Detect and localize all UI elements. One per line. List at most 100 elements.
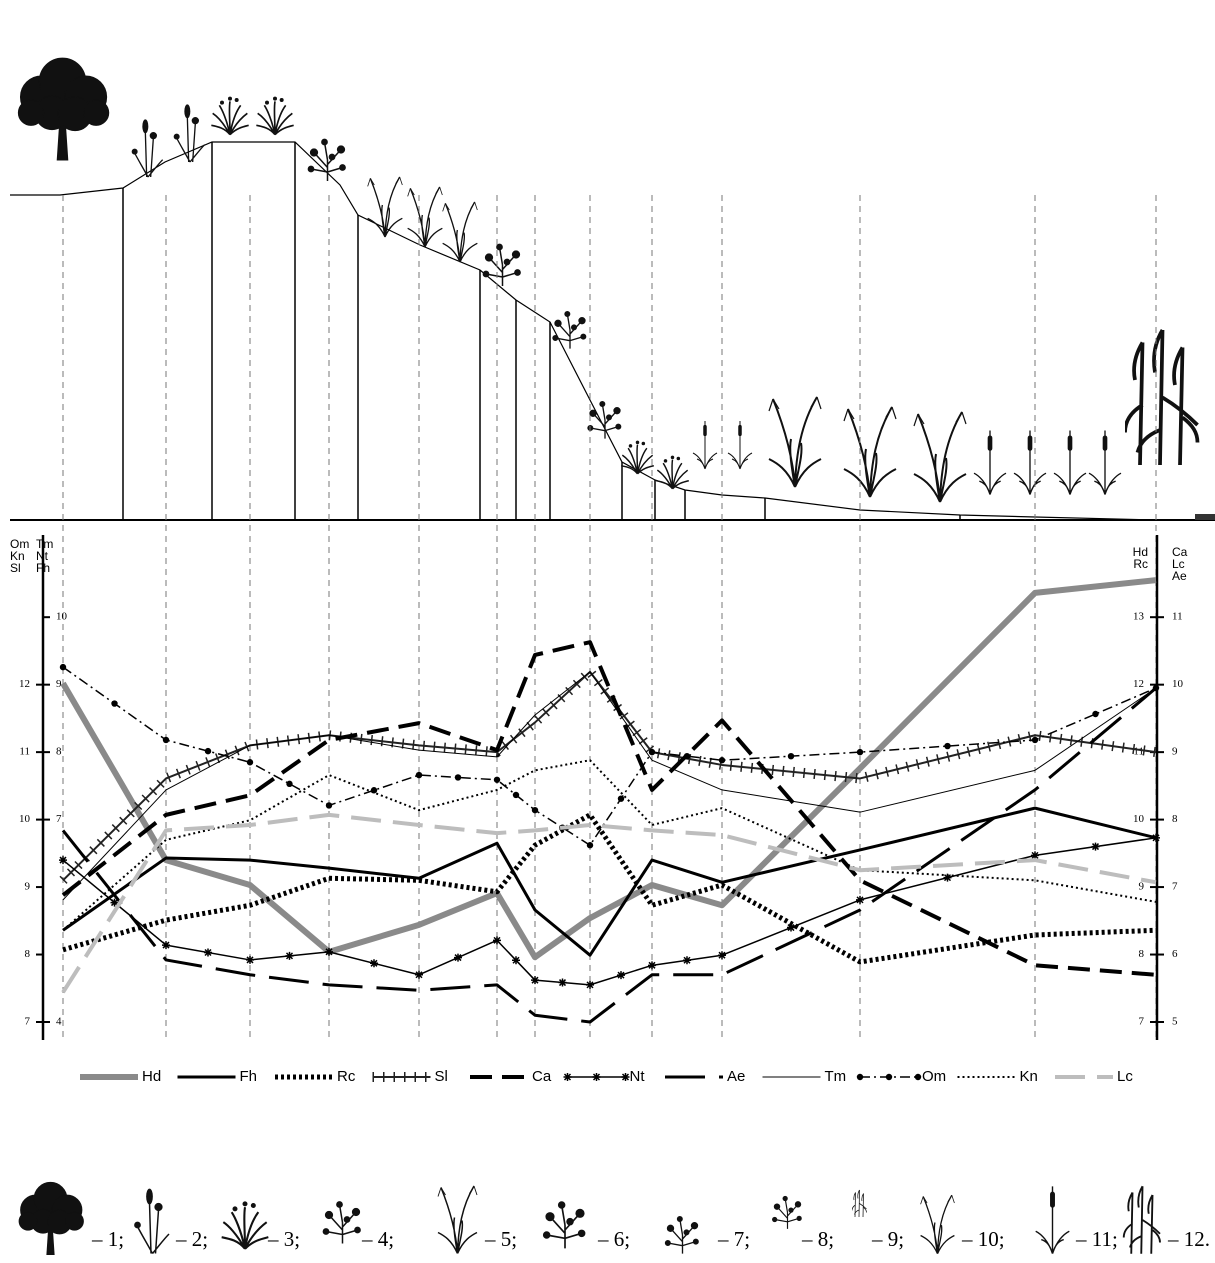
plant-key-label: – 4;	[361, 1227, 394, 1251]
line-marker	[326, 802, 332, 808]
line-marker	[857, 749, 863, 755]
line-marker	[787, 924, 795, 932]
line-marker	[1092, 711, 1098, 717]
line-marker	[111, 700, 117, 706]
series-line	[63, 815, 1156, 962]
line-marker	[719, 757, 725, 763]
series-line	[63, 808, 1156, 955]
line-marker	[617, 971, 625, 979]
legend-label: Om	[922, 1068, 946, 1085]
tick-label: 7	[1139, 1016, 1145, 1028]
line-marker	[1032, 737, 1038, 743]
tick-label: 7	[1172, 881, 1178, 893]
line-marker	[649, 749, 655, 755]
plant-key-label: – 7;	[717, 1227, 750, 1251]
line-marker	[325, 948, 333, 956]
tick-label: 12	[1133, 678, 1144, 690]
line-marker	[944, 743, 950, 749]
line-marker	[531, 976, 539, 984]
axis-title: Ae	[1172, 569, 1187, 583]
plant-key-label: – 10;	[961, 1227, 1005, 1251]
line-marker	[494, 777, 500, 783]
line-ticks	[63, 672, 1156, 880]
landscape	[10, 142, 1215, 520]
legend-label: Rc	[337, 1068, 356, 1085]
line-marker	[1153, 685, 1159, 691]
line-marker	[587, 842, 593, 848]
line-marker	[247, 759, 253, 765]
line-marker	[586, 981, 594, 989]
line-marker	[618, 795, 624, 801]
series-line	[63, 688, 1156, 1022]
line-marker	[204, 949, 212, 957]
legend-label: Hd	[142, 1068, 161, 1085]
line-marker	[59, 856, 67, 864]
line-marker	[60, 664, 66, 670]
tick-label: 10	[19, 813, 31, 825]
plant-key-label: – 3;	[267, 1227, 300, 1251]
profile-guides	[63, 195, 1156, 1040]
line-marker	[559, 979, 567, 987]
line-marker	[415, 971, 423, 979]
line-marker	[454, 954, 462, 962]
line-marker	[1092, 843, 1100, 851]
series-line	[63, 580, 1156, 957]
plant-key-label: – 12.	[1167, 1227, 1210, 1251]
series-line	[63, 672, 1156, 880]
line-marker	[162, 941, 170, 949]
tick-label: 12	[19, 678, 30, 690]
line-marker	[246, 956, 254, 964]
tick-label: 6	[1172, 948, 1178, 960]
line-marker	[718, 951, 726, 959]
plant-key-label: – 2;	[175, 1227, 208, 1251]
tick-label: 8	[25, 948, 31, 960]
plant-key-label: – 5;	[484, 1227, 517, 1251]
plant-key-label: – 9;	[871, 1227, 904, 1251]
line-marker	[455, 774, 461, 780]
line-marker	[648, 961, 656, 969]
tick-label: 9	[56, 678, 62, 690]
line-marker	[205, 748, 211, 754]
tick-label: 11	[19, 746, 30, 758]
legend-label: Kn	[1020, 1068, 1038, 1085]
legend-label: Lc	[1117, 1068, 1133, 1085]
line-marker	[286, 781, 292, 787]
axis-title: Fh	[36, 561, 50, 575]
line-marker	[370, 959, 378, 967]
plant-key-label: – 11;	[1075, 1227, 1118, 1251]
tick-label: 10	[1133, 813, 1145, 825]
legend-label: Fh	[240, 1068, 258, 1085]
tick-label: 11	[1133, 746, 1144, 758]
chart: OmKnSl789101112TmNtFh478910HdRc789101112…	[10, 535, 1188, 1081]
legend: Hd Fh Rc Sl Ca Nt Ae Tm Om Kn Lc	[80, 1068, 1133, 1085]
plant-key-label: – 1;	[91, 1227, 124, 1251]
tick-label: 8	[1172, 813, 1178, 825]
axis-title: Rc	[1133, 557, 1148, 571]
plant-key-label: – 8;	[801, 1227, 834, 1251]
tick-label: 8	[56, 746, 62, 758]
tick-label: 10	[56, 611, 68, 623]
legend-label: Sl	[435, 1068, 448, 1085]
line-marker	[513, 792, 519, 798]
line-marker	[286, 952, 294, 960]
legend-label: Ca	[532, 1068, 552, 1085]
tick-label: 7	[25, 1016, 31, 1028]
tick-label: 9	[25, 881, 31, 893]
line-marker	[416, 772, 422, 778]
legend-label: Nt	[630, 1068, 646, 1085]
line-marker	[684, 753, 690, 759]
legend-label: Tm	[825, 1068, 847, 1085]
line-marker	[512, 956, 520, 964]
tick-label: 11	[1172, 611, 1183, 623]
tick-label: 8	[1139, 948, 1145, 960]
tick-label: 13	[1133, 611, 1145, 623]
plant-key-label: – 6;	[597, 1227, 630, 1251]
line-marker	[163, 737, 169, 743]
tick-label: 5	[1172, 1016, 1178, 1028]
tick-label: 9	[1139, 881, 1145, 893]
tick-label: 9	[1172, 746, 1178, 758]
line-marker	[1152, 834, 1160, 842]
line-marker	[788, 753, 794, 759]
legend-label: Ae	[727, 1068, 745, 1085]
axis-title: Sl	[10, 561, 21, 575]
